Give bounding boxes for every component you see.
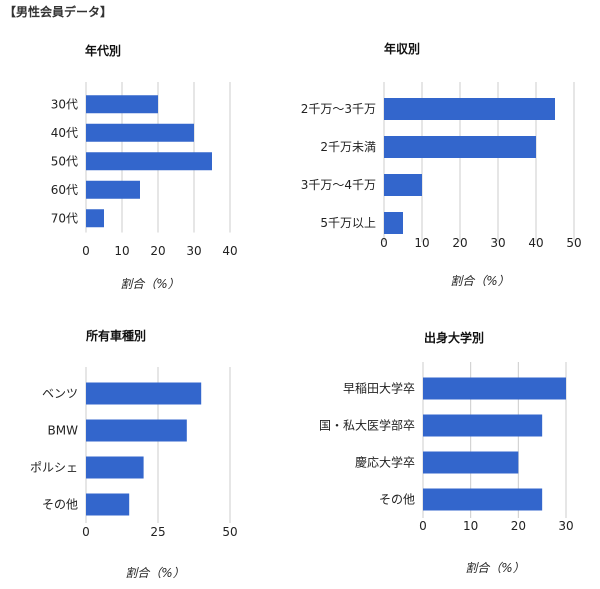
tick-label: 0 [82,244,90,258]
category-label: 早稲田大学卒 [343,381,415,396]
chart-title: 年収別 [384,41,420,56]
tick-label: 50 [566,236,581,250]
tick-label: 30 [490,236,505,250]
category-label: その他 [379,493,415,507]
bar [86,123,194,142]
bar [384,136,536,158]
chart-title: 所有車種別 [86,328,146,343]
bar [86,180,140,199]
category-label: その他 [42,498,78,512]
category-label: ベンツ [42,387,78,401]
tick-label: 20 [511,519,526,533]
category-label: 3千万～4千万 [301,178,376,192]
bar [86,493,130,516]
category-label: 国・私大医学部卒 [319,418,415,433]
x-axis-label: 割合（%） [125,566,184,580]
category-label: 70代 [51,211,78,225]
bar [86,382,202,405]
tick-label: 40 [222,244,237,258]
bar [86,152,212,171]
tick-label: 25 [150,525,165,539]
tick-label: 20 [150,244,165,258]
category-label: 40代 [51,126,78,140]
tick-label: 30 [558,519,573,533]
category-label: 60代 [51,183,78,197]
bar [86,95,158,114]
tick-label: 10 [463,519,478,533]
bar [423,488,543,511]
tick-label: 0 [380,236,388,250]
category-label: 50代 [51,154,78,168]
tick-label: 0 [419,519,427,533]
bar [86,419,187,442]
x-axis-label: 割合（%） [450,274,509,288]
category-label: 慶応大学卒 [355,455,415,470]
income-chart: 年収別 2千万～3千万 2千万未満 3千万～4千万 5千万以上 0 10 20 30 40 50 割合… [301,41,582,288]
tick-label: 10 [414,236,429,250]
page-header: 【男性会員データ】 [4,5,113,19]
category-label: ポルシェ [30,461,78,475]
chart-title: 年代別 [85,43,121,58]
bar [86,456,144,479]
bar [384,98,555,120]
bar [423,414,543,437]
bar [423,451,519,474]
bar [384,212,403,234]
tick-label: 10 [114,244,129,258]
tick-label: 50 [222,525,237,539]
bar [384,174,422,196]
category-label: 2千万～3千万 [301,102,376,116]
chart-title: 出身大学別 [424,330,484,345]
category-label: 5千万以上 [320,216,376,230]
x-axis-label: 割合（%） [120,277,179,291]
bar [423,377,566,400]
tick-label: 40 [528,236,543,250]
tick-label: 20 [452,236,467,250]
category-label: 2千万未満 [320,140,376,154]
tick-label: 0 [82,525,90,539]
tick-label: 30 [186,244,201,258]
age-chart: 年代別 30代 40代 50代 60代 70代 0 10 20 30 40 割合（%） [51,43,238,291]
bar [86,209,104,228]
x-axis-label: 割合（%） [465,561,524,575]
category-label: BMW [48,424,79,438]
category-label: 30代 [51,97,78,111]
